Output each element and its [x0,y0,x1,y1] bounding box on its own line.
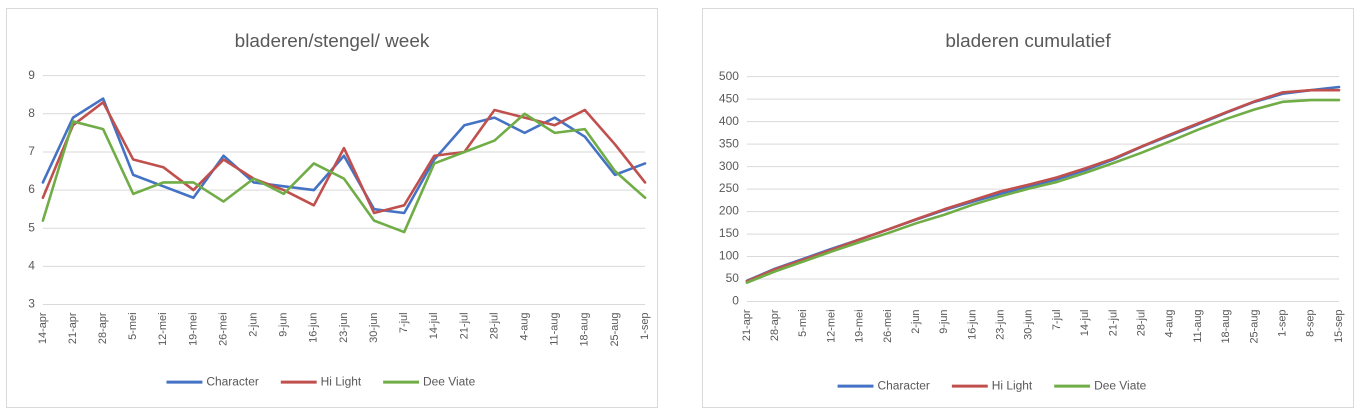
series-line-dee-viate [41,112,647,234]
x-tick-label: 19-mei [187,312,199,345]
series-line-hi-light [745,88,1341,283]
x-tick-label: 9-jun [938,309,950,333]
x-tick-label: 23-jun [338,312,350,342]
x-tick-label: 28-apr [97,312,109,344]
x-tick-label: 18-aug [1220,309,1232,343]
x-tick-label: 28-jul [488,312,500,339]
y-tick-label: 5 [28,220,35,234]
x-tick-label: 23-jun [995,309,1007,339]
x-tick-label: 21-apr [741,309,753,341]
x-tick-label: 8-sep [1305,309,1317,336]
x-tick-label: 19-mei [854,309,866,342]
y-tick-label: 8 [28,106,35,120]
x-tick-label: 7-jul [398,312,410,333]
x-tick-label: 7-jul [1051,309,1063,330]
x-tick-label: 2-jun [910,309,922,333]
x-tick-label: 4-aug [1164,309,1176,337]
x-tick-label: 30-jun [1023,309,1035,339]
y-tick-label: 400 [719,114,739,128]
x-tick-label: 25-aug [609,312,621,346]
legend-label: Hi Light [992,378,1033,392]
y-tick-label: 250 [719,181,739,195]
x-tick-label: 16-jun [966,309,978,339]
series-line-character [41,97,647,215]
series-line-character [745,85,1341,283]
x-tick-label: 11-aug [549,312,561,345]
legend-label: Dee Viate [1094,378,1147,392]
chart-title: bladeren/stengel/ week [235,31,430,52]
chart-leaves-per-week: bladeren/stengel/ week 3 4 5 6 7 8 9 14-apr 21-ap… [28,31,651,388]
y-tick-label: 3 [28,297,35,311]
y-tick-label: 50 [726,271,740,285]
x-tick-label: 9-jun [278,312,290,336]
y-tick-label: 450 [719,91,739,105]
y-tick-label: 300 [719,159,739,173]
x-tick-label: 4-aug [518,312,530,340]
chart-title: bladeren cumulatief [945,31,1111,52]
x-tick-label: 18-aug [579,312,591,346]
y-tick-label: 150 [719,226,739,240]
x-tick-label: 5-mei [797,309,809,336]
y-tick-label: 350 [719,136,739,150]
x-tick-label: 30-jun [368,312,380,342]
x-tick-label: 21-jul [458,312,470,339]
x-tick-label: 5-mei [127,312,139,339]
x-tick-label: 25-aug [1248,309,1260,343]
legend-label: Character [877,378,929,392]
x-tick-label: 21-jul [1107,309,1119,336]
y-tick-label: 100 [719,249,739,263]
series-line-dee-viate [745,98,1341,284]
y-tick-label: 4 [28,259,35,273]
x-tick-label: 11-aug [1192,309,1204,342]
legend-label: Character [206,374,258,388]
x-tick-label: 26-mei [882,309,894,342]
chart-leaves-cumulative: bladeren cumulatief 0 50 100 150 200 250 300 350… [719,31,1345,392]
x-tick-label: 12-mei [825,309,837,342]
x-tick-label: 28-apr [769,309,781,341]
x-tick-label: 14-jul [1079,309,1091,336]
x-tick-label: 28-jul [1136,309,1148,336]
legend-label: Hi Light [321,374,362,388]
x-tick-label: 16-jun [308,312,320,342]
y-tick-label: 7 [28,144,35,158]
x-tick-label: 21-apr [67,312,79,344]
chart-panel-leaves-cumulative: bladeren cumulatief 0 50 100 150 200 250 300 350… [702,8,1354,408]
chart-panel-leaves-per-week: bladeren/stengel/ week 3 4 5 6 7 8 9 14-apr 21-ap… [6,8,658,408]
y-tick-label: 9 [28,68,35,82]
x-tick-label: 12-mei [157,312,169,345]
x-tick-label: 1-sep [639,312,651,339]
y-tick-label: 500 [719,69,739,83]
y-tick-label: 6 [28,182,35,196]
y-tick-label: 0 [732,294,739,308]
legend-label: Dee Viate [423,374,476,388]
y-tick-label: 200 [719,204,739,218]
series-line-hi-light [41,101,647,215]
x-tick-label: 2-jun [248,312,260,336]
x-tick-label: 1-sep [1277,309,1289,336]
x-tick-label: 14-jul [428,312,440,339]
x-tick-label: 26-mei [217,312,229,345]
x-tick-label: 15-sep [1333,309,1345,342]
x-tick-label: 14-apr [37,312,49,344]
